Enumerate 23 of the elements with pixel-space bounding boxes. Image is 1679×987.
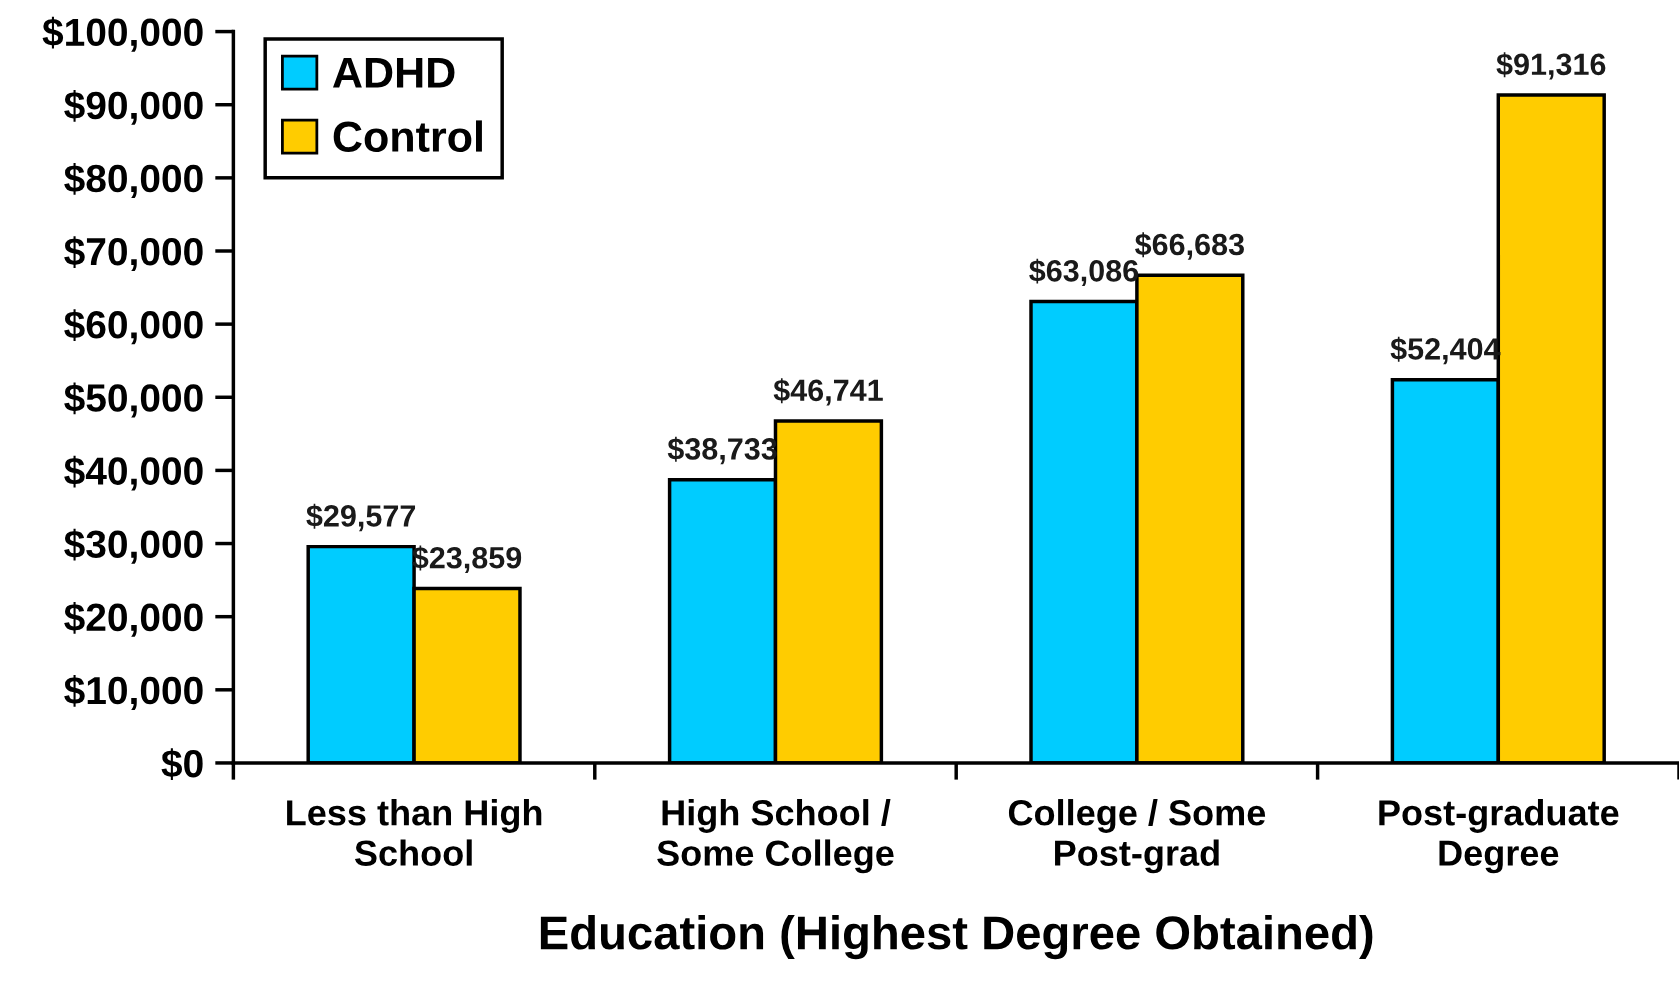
data-label: $91,316 bbox=[1496, 52, 1606, 80]
data-label: $29,577 bbox=[306, 503, 416, 532]
y-tick-label: $40,000 bbox=[64, 455, 203, 491]
data-label: $63,086 bbox=[1029, 258, 1139, 287]
y-tick-label: $90,000 bbox=[64, 89, 203, 125]
y-tick-label: $100,000 bbox=[42, 16, 203, 52]
x-tick-label: High School / Some College bbox=[657, 799, 894, 874]
y-tick-label: $60,000 bbox=[64, 309, 203, 345]
y-tick-label: $80,000 bbox=[64, 163, 203, 198]
data-label: $66,683 bbox=[1135, 232, 1244, 260]
x-tick-label: College / Some Post-grad bbox=[1008, 799, 1266, 874]
data-label: $46,741 bbox=[773, 378, 883, 406]
legend-label: ADHD bbox=[332, 57, 455, 88]
y-tick-label: $0 bbox=[161, 748, 203, 780]
x-tick-label: Post-graduate Degree bbox=[1379, 799, 1619, 874]
y-tick-label: $30,000 bbox=[64, 528, 203, 564]
y-tick-label: $20,000 bbox=[64, 601, 203, 637]
y-tick-label: $70,000 bbox=[64, 236, 203, 272]
legend-label: Control bbox=[333, 120, 482, 153]
y-tick-label: $10,000 bbox=[64, 675, 203, 710]
y-tick-label: $50,000 bbox=[64, 382, 203, 418]
x-axis-title: Education (Highest Degree Obtained) bbox=[540, 914, 1373, 960]
x-tick-label: Less than High School bbox=[287, 799, 542, 866]
